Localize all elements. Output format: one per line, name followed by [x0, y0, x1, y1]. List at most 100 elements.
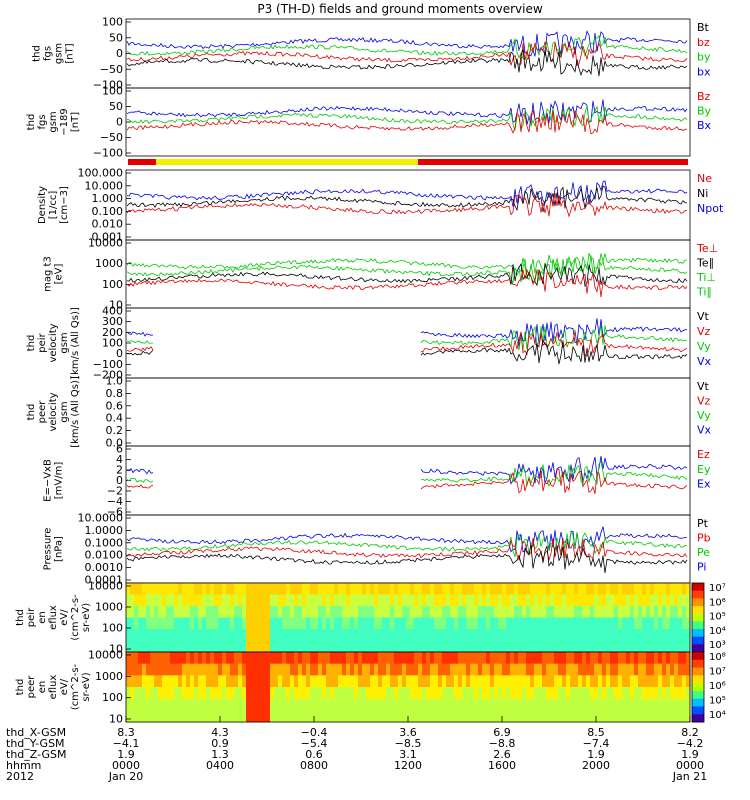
- spectrogram-column: [206, 583, 211, 653]
- spectrogram-cell: [546, 629, 551, 641]
- spectrogram-cell: [474, 698, 479, 711]
- spectrogram-cell: [566, 698, 571, 711]
- spectrogram-cell: [262, 606, 267, 618]
- legend-entry: Vz: [697, 325, 711, 338]
- spectrogram-cell: [318, 583, 323, 595]
- x-tick-label: 1200: [394, 759, 422, 772]
- spectrogram-cell: [186, 583, 191, 595]
- spectrogram-cell: [462, 698, 467, 711]
- y-tick-label: 10000: [88, 649, 123, 662]
- spectrogram-cell: [150, 710, 155, 723]
- spectrogram-cell: [674, 698, 679, 711]
- spectrogram-column: [278, 583, 283, 653]
- spectrogram-cell: [398, 629, 403, 641]
- spectrogram-column: [674, 652, 679, 723]
- spectrogram-cell: [638, 606, 643, 618]
- spectrogram-cell: [446, 629, 451, 641]
- spectrogram-cell: [434, 606, 439, 618]
- spectrogram-cell: [370, 675, 375, 688]
- spectrogram-cell: [634, 687, 639, 700]
- spectrogram-cell: [438, 640, 443, 653]
- spectrogram-cell: [422, 687, 427, 700]
- spectrogram-column: [526, 583, 531, 653]
- spectrogram-column: [574, 652, 579, 723]
- spectrogram-cell: [490, 675, 495, 688]
- spectrogram-cell: [642, 617, 647, 630]
- spectrogram-cell: [362, 629, 367, 641]
- spectrogram-cell: [446, 640, 451, 653]
- spectrogram-cell: [262, 640, 267, 653]
- spectrogram-cell: [322, 687, 327, 700]
- spectrogram-cell: [646, 629, 651, 641]
- spectrogram-cell: [258, 698, 263, 711]
- spectrogram-column: [514, 652, 519, 723]
- colorbar-swatch: [692, 636, 704, 645]
- spectrogram-cell: [530, 710, 535, 723]
- spectrogram-cell: [446, 663, 451, 676]
- y-axis-label: thd peir en eflux eV/(cm^2-s-sr-eV): [15, 594, 92, 641]
- colorbar-label: 10⁷: [709, 583, 726, 594]
- spectrogram-cell: [198, 640, 203, 653]
- x-tick-label: 2000: [582, 759, 610, 772]
- spectrogram-cell: [218, 606, 223, 618]
- spectrogram-cell: [174, 687, 179, 700]
- spectrogram-cell: [330, 687, 335, 700]
- spectrogram-cell: [658, 687, 663, 700]
- spectrogram-cell: [402, 663, 407, 676]
- spectrogram-column: [370, 583, 375, 653]
- spectrogram-column: [306, 652, 311, 723]
- x-row-label: thd_X-GSM: [6, 726, 66, 739]
- spectrogram-cell: [582, 687, 587, 700]
- spectrogram-cell: [242, 629, 247, 641]
- spectrogram-cell: [238, 652, 243, 665]
- spectrogram-cell: [246, 687, 251, 700]
- spectrogram-cell: [426, 675, 431, 688]
- spectrogram-cell: [270, 652, 275, 665]
- spectrogram-cell: [338, 606, 343, 618]
- spectrogram-cell: [574, 710, 579, 723]
- spectrogram-cell: [306, 710, 311, 723]
- y-tick-label: 1.0000: [85, 524, 124, 537]
- spectrogram-column: [134, 583, 139, 653]
- spectrogram-cell: [538, 583, 543, 595]
- spectrogram-cell: [614, 606, 619, 618]
- spectrogram-cell: [534, 606, 539, 618]
- y-axis-label: mag t3 [eV]: [43, 256, 65, 292]
- spectrogram-cell: [194, 663, 199, 676]
- spectrogram-column: [546, 652, 551, 723]
- spectrogram-cell: [590, 675, 595, 688]
- spectrogram-cell: [286, 617, 291, 630]
- spectrogram-cell: [134, 652, 139, 665]
- spectrogram-cell: [322, 652, 327, 665]
- spectrogram-cell: [522, 710, 527, 723]
- spectrogram-cell: [198, 663, 203, 676]
- spectrogram-cell: [562, 663, 567, 676]
- spectrogram-cell: [126, 606, 131, 618]
- spectrogram-cell: [570, 652, 575, 665]
- spectrogram-cell: [270, 675, 275, 688]
- spectrogram-cell: [646, 652, 651, 665]
- spectrogram-cell: [566, 629, 571, 641]
- spectrogram-cell: [674, 687, 679, 700]
- spectrogram-cell: [478, 698, 483, 711]
- spectrogram-cell: [254, 652, 259, 665]
- spectrogram-cell: [318, 606, 323, 618]
- spectrogram-cell: [542, 583, 547, 595]
- spectrogram-cell: [418, 606, 423, 618]
- spectrogram-cell: [538, 629, 543, 641]
- spectrogram-cell: [386, 675, 391, 688]
- spectrogram-cell: [406, 675, 411, 688]
- y-tick-label: 0: [116, 347, 123, 360]
- spectrogram-cell: [210, 710, 215, 723]
- spectrogram-cell: [178, 629, 183, 641]
- spectrogram-column: [186, 652, 191, 723]
- spectrogram-cell: [626, 629, 631, 641]
- spectrogram-cell: [146, 675, 151, 688]
- spectrogram-column: [434, 652, 439, 723]
- spectrogram-cell: [278, 698, 283, 711]
- spectrogram-cell: [334, 687, 339, 700]
- spectrogram-cell: [266, 652, 271, 665]
- spectrogram-cell: [234, 617, 239, 630]
- spectrogram-cell: [174, 594, 179, 607]
- spectrogram-cell: [594, 652, 599, 665]
